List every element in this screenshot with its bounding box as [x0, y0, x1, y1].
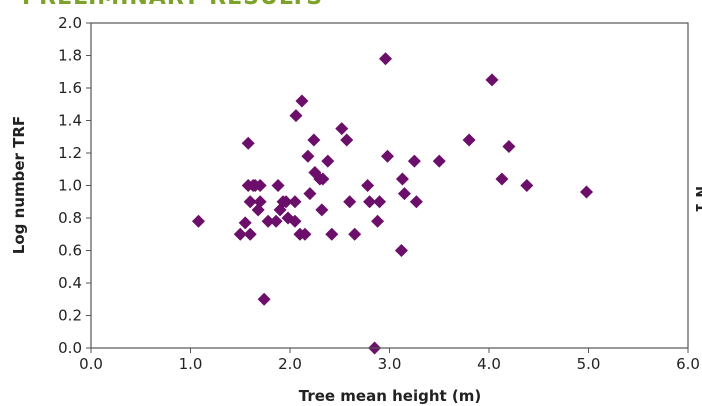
data-point: [298, 227, 312, 241]
y-tick-label: 1.6: [58, 79, 82, 97]
data-point: [243, 227, 257, 241]
data-point: [395, 172, 409, 186]
data-point: [397, 187, 411, 201]
y-tick-label: 0.4: [58, 274, 82, 292]
data-point: [269, 214, 283, 228]
data-point: [238, 216, 252, 230]
data-point: [502, 140, 516, 153]
data-point: [343, 195, 357, 209]
data-point: [303, 187, 317, 201]
data-points: [191, 52, 594, 355]
data-point: [315, 203, 329, 217]
section-header: PRELIMINARY RESULTS: [22, 0, 323, 10]
data-point: [373, 195, 387, 209]
data-point: [495, 172, 509, 186]
x-tick-label: 0.0: [79, 355, 103, 373]
y-tick-group: 0.0 0.2 0.4 0.6 0.8 1.0 1.2 1.4 1.6 1.8 2.0: [58, 14, 91, 357]
data-point: [335, 122, 349, 136]
x-tick-label: 2.0: [278, 355, 302, 373]
x-tick-group: 0.0 1.0 2.0 3.0 4.0 5.0 6.0: [79, 348, 700, 373]
data-point: [371, 214, 385, 228]
y-tick-label: 0.0: [58, 339, 82, 357]
data-point: [407, 154, 421, 168]
x-tick-label: 1.0: [179, 355, 203, 373]
y-tick-label: 0.6: [58, 242, 82, 260]
data-point: [363, 195, 377, 209]
data-point: [361, 179, 375, 192]
y-tick-label: 1.0: [58, 177, 82, 195]
y-tick-label: 2.0: [58, 14, 82, 32]
data-point: [462, 133, 476, 147]
data-point: [289, 109, 303, 123]
data-point: [520, 179, 534, 192]
data-point: [295, 94, 309, 108]
data-point: [307, 133, 321, 147]
x-axis-title: Tree mean height (m): [299, 387, 482, 405]
y-tick-label: 1.2: [58, 144, 82, 162]
y-tick-label: 1.8: [58, 47, 82, 65]
data-point: [379, 52, 393, 66]
y-axis-title: Log number TRF: [10, 116, 28, 254]
data-point: [243, 195, 257, 209]
data-point: [233, 227, 247, 241]
x-tick-label: 6.0: [676, 355, 700, 373]
data-point: [348, 227, 362, 241]
y-tick-label: 0.8: [58, 209, 82, 227]
data-point: [257, 292, 271, 306]
x-tick-label: 5.0: [577, 355, 601, 373]
data-point: [253, 195, 267, 209]
data-point: [253, 179, 267, 192]
data-point: [485, 73, 499, 87]
data-point: [321, 154, 335, 168]
x-tick-label: 3.0: [378, 355, 402, 373]
data-point: [191, 214, 205, 228]
data-point: [409, 195, 423, 209]
y-tick-label: 1.4: [58, 112, 82, 130]
data-point: [288, 214, 302, 228]
data-point: [394, 244, 408, 257]
data-point: [340, 133, 354, 147]
data-point: [432, 154, 446, 168]
data-point: [580, 185, 594, 199]
data-point: [316, 172, 330, 186]
data-point: [241, 136, 255, 150]
data-point: [271, 179, 285, 192]
data-point: [261, 214, 275, 228]
x-tick-label: 4.0: [477, 355, 501, 373]
plot-frame: [90, 22, 689, 349]
data-point: [288, 195, 302, 209]
data-point: [301, 149, 315, 163]
edge-text: N 1: [692, 186, 702, 212]
data-point: [325, 227, 339, 241]
data-point: [381, 149, 395, 163]
data-point: [279, 195, 293, 209]
y-tick-label: 0.2: [58, 307, 82, 325]
